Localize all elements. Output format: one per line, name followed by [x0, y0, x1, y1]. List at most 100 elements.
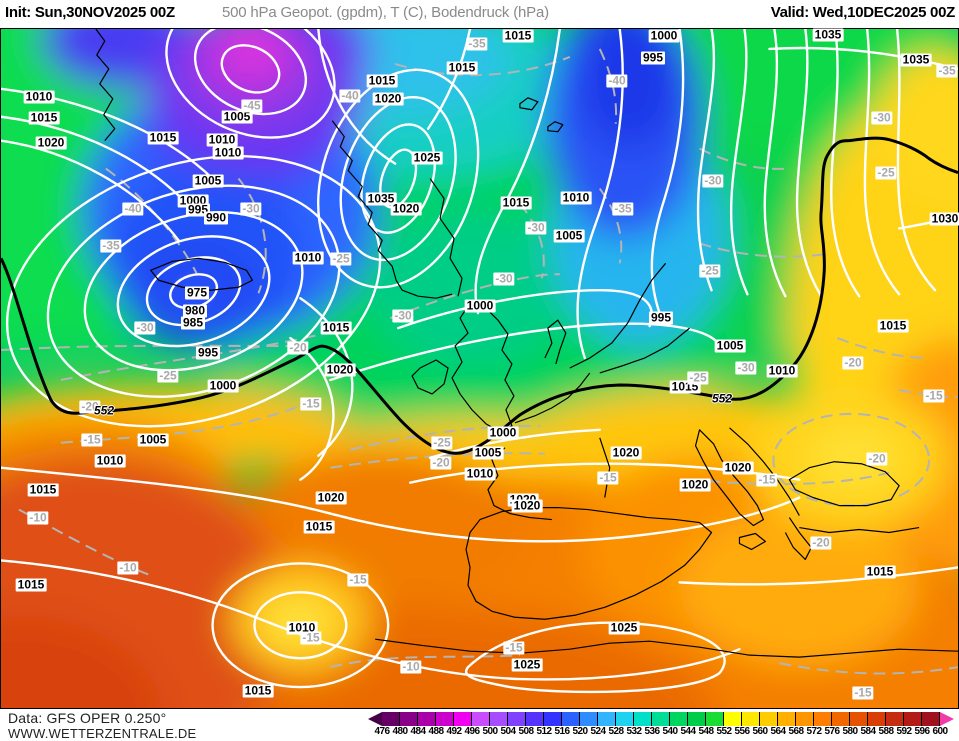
colorbar-swatch	[472, 712, 490, 726]
temperature-label: -25	[875, 165, 897, 180]
pressure-label: 1020	[35, 135, 67, 150]
weather-map: 1010 1015 1020 1015 1005 1010 1010 1005 1000 995 9…	[0, 28, 959, 709]
temperature-label: -30	[735, 360, 757, 375]
pressure-label: 1015	[303, 519, 335, 534]
pressure-label: 1005	[137, 432, 169, 447]
colorbar-tick: 596	[914, 726, 930, 737]
valid-time-label: Valid: Wed,10DEC2025 00Z	[770, 4, 956, 21]
pressure-label: 1015	[446, 60, 478, 75]
temperature-label: -35	[612, 201, 634, 216]
temperature-label: -30	[702, 173, 724, 188]
temperature-label: -40	[122, 201, 144, 216]
colorbar-swatch	[526, 712, 544, 726]
colorbar-swatch	[904, 712, 922, 726]
colorbar-swatch	[382, 712, 400, 726]
pressure-label: 1005	[221, 109, 253, 124]
temperature-label: -15	[923, 388, 945, 403]
header-bar: Init: Sun,30NOV2025 00Z 500 hPa Geopot. …	[0, 0, 959, 28]
colorbar-ticks: 476 480 484 488 492 496 500 504 508 512 516 520 524 5…	[368, 726, 954, 738]
temperature-label: -20	[79, 399, 101, 414]
colorbar-tick: 528	[608, 726, 624, 737]
colorbar-tick: 568	[788, 726, 804, 737]
pressure-label: 1030	[929, 211, 959, 226]
pressure-label: 995	[648, 310, 674, 325]
pressure-label: 995	[195, 345, 221, 360]
temperature-label: -40	[339, 88, 361, 103]
temperature-label: -15	[300, 396, 322, 411]
pressure-label: 1005	[553, 228, 585, 243]
pressure-label: 1010	[23, 89, 55, 104]
pressure-label: 1020	[511, 498, 543, 513]
colorbar-tick: 492	[446, 726, 462, 737]
pressure-label: 1000	[487, 425, 519, 440]
temperature-label: -15	[300, 630, 322, 645]
colorbar-swatch	[436, 712, 454, 726]
temperature-label: -35	[100, 238, 122, 253]
pressure-label: 1010	[464, 466, 496, 481]
temperature-label: -25	[431, 435, 453, 450]
temperature-label: -10	[117, 560, 139, 575]
colorbar-swatch	[742, 712, 760, 726]
pressure-label: 1015	[366, 73, 398, 88]
pressure-label: 1035	[365, 191, 397, 206]
colorbar-tick: 576	[824, 726, 840, 737]
colorbar-swatch	[850, 712, 868, 726]
colorbar-swatch	[490, 712, 508, 726]
colorbar-swatch	[616, 712, 634, 726]
map-label-layer: 1010 1015 1020 1015 1005 1010 1010 1005 1000 995 9…	[1, 28, 959, 708]
colorbar-left-arrow	[368, 712, 382, 726]
pressure-label: 1025	[608, 620, 640, 635]
chart-title: 500 hPa Geopot. (gpdm), T (C), Bodendruc…	[222, 4, 549, 21]
pressure-label: 1010	[206, 132, 238, 147]
pressure-label: 1010	[766, 363, 798, 378]
pressure-label: 1010	[286, 620, 318, 635]
colorbar-swatch	[688, 712, 706, 726]
pressure-label: 1020	[315, 490, 347, 505]
pressure-label: 990	[203, 210, 229, 225]
temperature-label: -20	[866, 451, 888, 466]
temperature-label: -45	[241, 98, 263, 113]
colorbar-swatch	[724, 712, 742, 726]
website-label: WWW.WETTERZENTRALE.DE	[8, 726, 197, 741]
temperature-label: -30	[525, 220, 547, 235]
pressure-label: 1035	[900, 52, 932, 67]
pressure-label: 1020	[390, 201, 422, 216]
colorbar-swatch	[832, 712, 850, 726]
temperature-label: -30	[493, 271, 515, 286]
colorbar-tick: 584	[860, 726, 876, 737]
colorbar-tick: 588	[878, 726, 894, 737]
pressure-label: 1020	[722, 460, 754, 475]
geopotential-label: 552	[93, 403, 115, 418]
temperature-label: -10	[400, 659, 422, 674]
temperature-label: -15	[81, 432, 103, 447]
pressure-label: 1000	[207, 378, 239, 393]
footer-bar: Data: GFS OPER 0.250° WWW.WETTERZENTRALE…	[0, 709, 959, 741]
colorbar-swatch	[400, 712, 418, 726]
colorbar-swatch	[562, 712, 580, 726]
colorbar-tick: 508	[518, 726, 534, 737]
colorbar-swatch	[454, 712, 472, 726]
temperature-label: -25	[330, 251, 352, 266]
colorbar-tick: 540	[662, 726, 678, 737]
temperature-label: -20	[430, 455, 452, 470]
colorbar-swatch	[598, 712, 616, 726]
pressure-label: 1025	[411, 150, 443, 165]
colorbar-swatch	[814, 712, 832, 726]
colorbar-tick: 484	[410, 726, 426, 737]
pressure-label: 1020	[324, 362, 356, 377]
colorbar-tick: 532	[626, 726, 642, 737]
pressure-label: 1015	[500, 195, 532, 210]
temperature-label: -40	[606, 73, 628, 88]
pressure-label: 1015	[27, 482, 59, 497]
temperature-label: -15	[756, 472, 778, 487]
colorbar-swatch	[634, 712, 652, 726]
pressure-label: 1015	[28, 110, 60, 125]
colorbar-swatch	[796, 712, 814, 726]
colorbar-swatches	[368, 712, 954, 726]
temperature-label: -20	[810, 535, 832, 550]
colorbar-tick: 496	[464, 726, 480, 737]
weather-map-field	[1, 29, 958, 708]
colorbar-tick: 476	[374, 726, 390, 737]
pressure-label: 1020	[610, 445, 642, 460]
